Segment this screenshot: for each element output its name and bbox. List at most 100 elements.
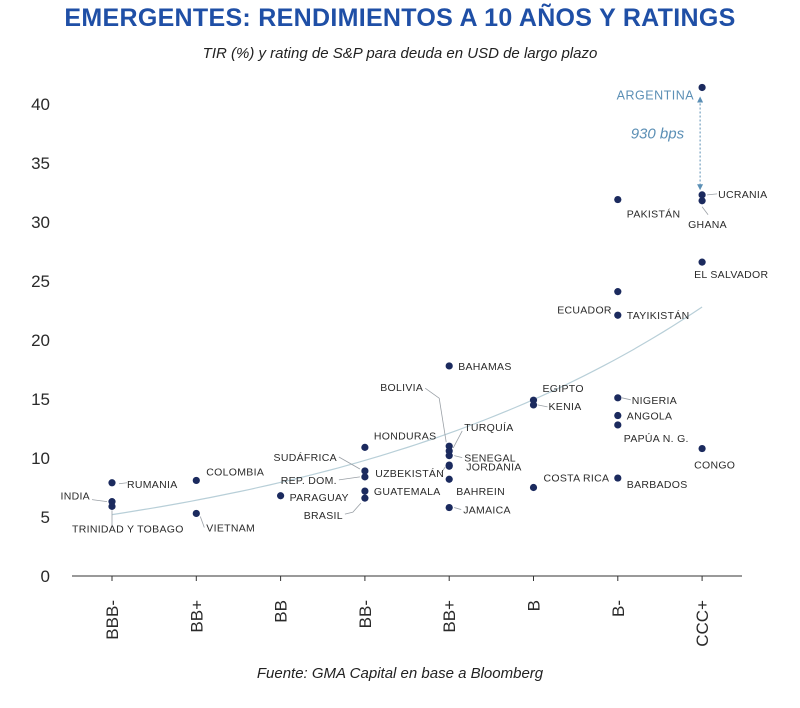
point-label: GUATEMALA	[374, 486, 441, 498]
label-leader-line	[344, 502, 362, 515]
label-leader-line	[452, 430, 463, 449]
label-leader-line	[338, 476, 360, 481]
x-tick-label: B-	[609, 600, 628, 617]
point-label: TRINIDAD Y TOBAGO	[72, 523, 184, 535]
scatter-point	[614, 288, 622, 296]
scatter-point	[277, 492, 285, 500]
scatter-point	[614, 394, 622, 402]
label-leader-line	[440, 466, 446, 474]
point-label: RUMANIA	[127, 479, 178, 491]
scatter-point	[698, 444, 706, 453]
point-label: COLOMBIA	[206, 466, 264, 478]
x-tick-label: BB	[272, 600, 291, 623]
scatter-point	[445, 462, 453, 470]
point-label: KENIA	[549, 401, 582, 413]
y-tick-label: 40	[31, 95, 50, 114]
point-label: BOLIVIA	[380, 382, 423, 394]
chart-source: Fuente: GMA Capital en base a Bloomberg	[256, 665, 544, 682]
scatter-point	[445, 452, 453, 460]
point-label: PAKISTÁN	[627, 208, 681, 221]
scatter-point	[529, 401, 538, 409]
y-tick-label: 20	[31, 331, 50, 350]
label-leader-line	[424, 387, 447, 443]
point-label: CONGO	[694, 460, 735, 472]
y-tick-label: 5	[41, 508, 50, 527]
y-tick-label: 30	[31, 213, 50, 232]
scatter-point	[361, 487, 369, 495]
point-label: EL SALVADOR	[694, 269, 768, 281]
scatter-point	[698, 191, 706, 199]
scatter-point	[698, 83, 706, 92]
x-tick-label: B	[525, 600, 544, 611]
scatter-point	[614, 311, 622, 319]
scatter-point	[361, 473, 369, 481]
label-leader-line	[454, 455, 463, 459]
point-label: INDIA	[60, 491, 90, 503]
point-label: GHANA	[688, 219, 727, 231]
label-leader-line	[199, 516, 205, 528]
x-tick-label: BB+	[187, 600, 206, 633]
chart-subtitle: TIR (%) y rating de S&P para deuda en US…	[202, 45, 598, 62]
point-label: BRASIL	[304, 510, 343, 522]
trend-line	[111, 306, 703, 516]
point-label: ANGOLA	[627, 411, 673, 423]
point-label: SUDÁFRICA	[274, 451, 337, 464]
y-tick-label: 15	[31, 390, 50, 409]
label-leader-line	[118, 482, 128, 485]
x-tick-label: BB-	[356, 600, 375, 628]
point-label: TURQUÍA	[464, 421, 513, 434]
point-label: BAHREIN	[456, 486, 505, 498]
point-label: PARAGUAY	[290, 492, 349, 504]
scatter-point	[445, 503, 453, 512]
point-label: UZBEKISTÁN	[375, 467, 444, 480]
y-tick-label: 35	[31, 154, 50, 173]
point-label: NIGERIA	[632, 395, 677, 407]
scatter-point	[361, 494, 369, 502]
label-leader-line	[537, 404, 548, 408]
y-tick-label: 10	[31, 449, 50, 468]
scatter-point	[529, 483, 538, 492]
label-leader-line	[707, 193, 718, 196]
x-tick-label: BBB-	[103, 600, 122, 640]
scatter-point	[108, 479, 116, 487]
scatter-point	[361, 443, 369, 451]
scatter-point	[614, 474, 622, 482]
point-label: REP. DOM.	[281, 475, 337, 487]
point-label: EGIPTO	[543, 383, 584, 395]
scatter-point	[192, 476, 200, 485]
label-leader-line	[701, 206, 709, 215]
point-label: JAMAICA	[463, 505, 511, 517]
y-tick-label: 25	[31, 272, 50, 291]
point-label: ECUADOR	[557, 305, 612, 317]
point-label: UCRANIA	[718, 189, 767, 201]
y-tick-label: 0	[41, 567, 50, 586]
point-label: HONDURAS	[374, 430, 437, 442]
scatter-point	[614, 411, 622, 420]
point-label: COSTA RICA	[544, 473, 610, 485]
point-label: VIETNAM	[206, 522, 255, 534]
scatter-point	[108, 502, 116, 510]
x-tick-label: BB+	[440, 600, 459, 633]
scatter-point	[614, 421, 622, 429]
label-leader-line	[91, 499, 108, 503]
label-leader-line	[621, 397, 631, 401]
point-label: ARGENTINA	[617, 88, 695, 102]
gap-annotation-label: 930 bps	[631, 125, 685, 142]
chart-title: EMERGENTES: RENDIMIENTOS A 10 AÑOS Y RAT…	[64, 4, 736, 32]
point-label: TAYIKISTÁN	[627, 309, 690, 322]
scatter-point	[445, 475, 453, 483]
point-label: JORDANIA	[466, 461, 522, 473]
point-label: BAHAMAS	[458, 361, 511, 373]
point-label: SENEGAL	[464, 453, 516, 465]
scatter-point	[445, 362, 453, 370]
scatter-point	[698, 197, 706, 205]
scatter-point	[361, 467, 369, 475]
scatter-point	[614, 195, 622, 204]
scatter-point	[698, 258, 706, 266]
label-leader-line	[454, 507, 462, 510]
point-label: BARBADOS	[627, 479, 688, 491]
x-tick-label: CCC+	[693, 600, 712, 647]
label-leader-line	[338, 456, 361, 470]
scatter-point	[192, 509, 200, 518]
